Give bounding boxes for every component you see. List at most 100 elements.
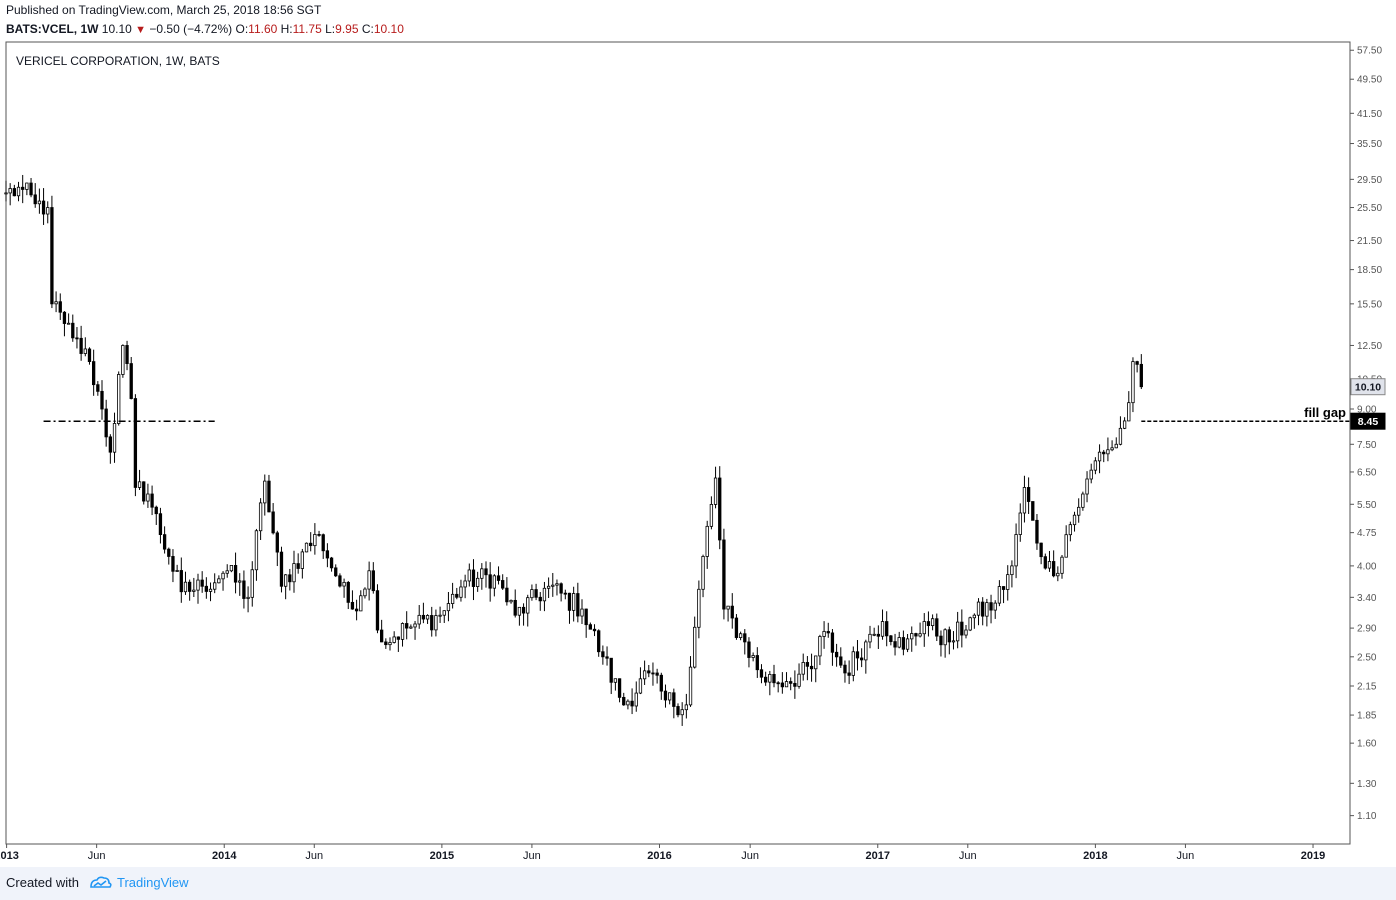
price-chart[interactable]: VERICEL CORPORATION, 1W, BATS 57.50 49.50… (0, 0, 1396, 867)
candle-body (935, 618, 939, 637)
time-tick-label: Jun (305, 850, 323, 862)
candle-body (688, 666, 693, 706)
candle-body (405, 623, 409, 629)
price-tick-label: 35.50 (1357, 139, 1382, 150)
candle-body (488, 574, 492, 589)
candle-body (613, 678, 618, 683)
price-tick-label: 4.75 (1357, 528, 1377, 539)
candle-body (1118, 427, 1123, 445)
candle-body (576, 593, 580, 617)
time-tick-label: 2018 (1083, 850, 1107, 862)
candle-body (814, 655, 818, 670)
candle-body (480, 568, 484, 579)
candle-body (617, 678, 622, 698)
time-tick-label: Jun (741, 850, 759, 862)
candle-body (354, 608, 359, 612)
price-tick-label: 6.50 (1357, 467, 1377, 478)
candle-body (217, 578, 221, 584)
candle-body (734, 617, 739, 638)
candle-body (467, 569, 471, 582)
candle-body (338, 575, 342, 587)
candle-body (350, 601, 355, 610)
candle-body (254, 530, 259, 571)
candle-body (517, 606, 522, 616)
candle-body (371, 570, 375, 592)
price-tick-label: 3.40 (1357, 593, 1377, 604)
candle-body (83, 348, 87, 354)
candle-body (680, 709, 684, 716)
price-label-box (1350, 378, 1386, 396)
candle-body (58, 301, 62, 313)
candle-body (346, 581, 350, 603)
candle-body (204, 585, 209, 592)
price-tick-label: 15.50 (1357, 299, 1382, 310)
candle-body (567, 592, 572, 611)
price-tick-label: 18.50 (1357, 265, 1382, 276)
candle-body (292, 563, 296, 583)
candle-body (208, 588, 213, 592)
candle-body (509, 599, 513, 603)
down-arrow-icon: ▼ (135, 24, 147, 36)
candle-body (1110, 447, 1114, 451)
candle-body (563, 592, 567, 595)
candle-body (1102, 451, 1106, 455)
candle-body (910, 633, 914, 640)
candle-body (417, 614, 421, 625)
candle-body (450, 593, 455, 604)
candle-body (1022, 487, 1027, 514)
chart-title: VERICEL CORPORATION, 1W, BATS (16, 54, 220, 68)
candle-body (647, 670, 651, 674)
candle-body (855, 651, 860, 659)
candle-body (471, 569, 476, 587)
candle-body (200, 579, 204, 587)
candle-body (229, 565, 234, 572)
candle-body (213, 582, 217, 590)
candle-body (630, 700, 634, 707)
candle-body (279, 551, 284, 587)
candle-body (1135, 361, 1139, 365)
candle-body (834, 651, 839, 658)
candle-body (484, 568, 488, 576)
time-tick-label: 2015 (430, 850, 454, 862)
created-with-label: Created with (6, 875, 79, 890)
candle-body (588, 624, 592, 630)
candle-body (1001, 586, 1006, 590)
candle-body (367, 570, 371, 590)
candle-body (25, 182, 29, 190)
price-label-line: 8.45 (1350, 412, 1386, 430)
candle-body (580, 608, 584, 617)
time-tick-label: 2017 (866, 850, 890, 862)
candle-body (1056, 572, 1060, 577)
candle-body (192, 589, 196, 592)
price-axis[interactable]: 57.50 49.50 41.50 35.50 29.50 25.50 21.50 18.50… (1349, 42, 1382, 844)
candle-body (755, 655, 759, 671)
candle-body (321, 534, 325, 552)
candle-body (363, 588, 367, 597)
close-value: 10.10 (373, 22, 404, 36)
candle-body (793, 682, 797, 687)
candle-body (559, 583, 563, 594)
candle-body (872, 633, 876, 636)
candle-body (764, 676, 768, 683)
candle-body (66, 322, 71, 325)
candle-body (901, 637, 906, 650)
low-label: L: (325, 22, 336, 36)
candle-body (818, 636, 822, 657)
candle-body (430, 615, 434, 631)
candle-body (425, 615, 430, 620)
time-axis[interactable]: 2013 Jun 2014 Jun 2015 Jun 2016 Jun 2017 Jun 2018 J… (0, 844, 1325, 862)
candle-body (1122, 420, 1127, 429)
candle-body (805, 662, 810, 667)
candle-body (947, 629, 951, 643)
candle-body (37, 200, 42, 205)
candle-body (668, 692, 672, 701)
candle-body (939, 635, 943, 646)
tradingview-logo-icon (90, 876, 112, 888)
candle-body (1106, 449, 1110, 455)
candle-body (1031, 501, 1035, 521)
candle-body (87, 348, 92, 362)
candle-body (1089, 469, 1093, 480)
candle-body (789, 681, 793, 684)
tradingview-link[interactable]: TradingView (117, 875, 189, 890)
candle-body (864, 641, 868, 661)
